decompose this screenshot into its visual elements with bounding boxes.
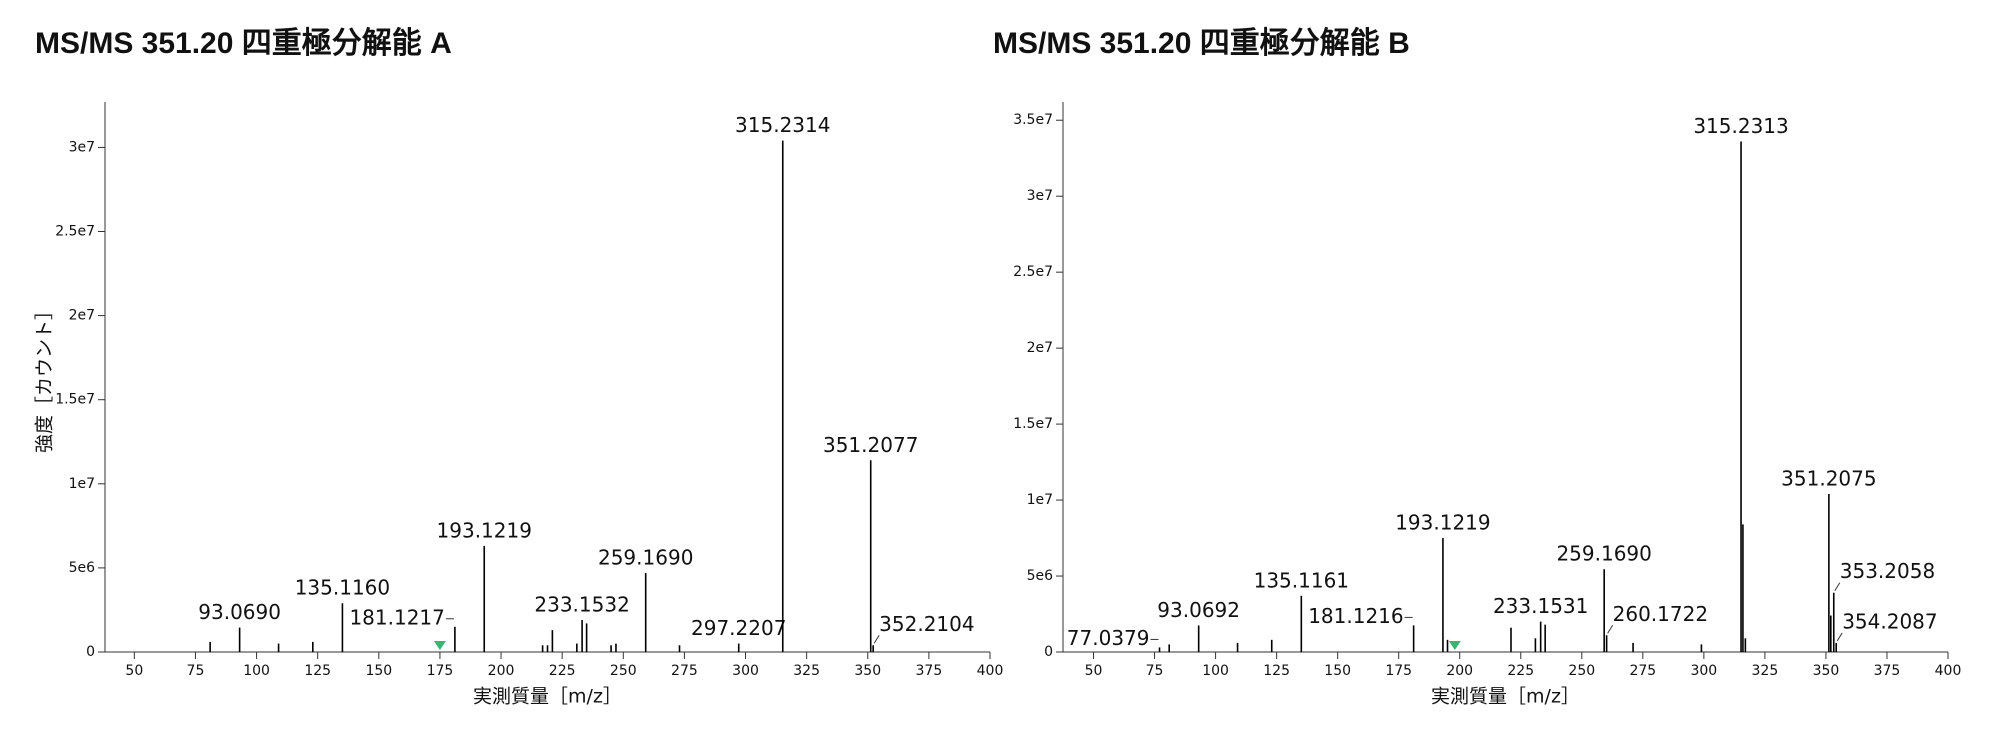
x-tick-label: 200 — [488, 663, 515, 679]
x-tick-label: 100 — [243, 663, 270, 679]
x-tick-label: 350 — [1813, 663, 1840, 679]
x-tick-label: 250 — [610, 663, 637, 679]
peak-label: 233.1531 — [1493, 594, 1588, 618]
peak-label: 315.2314 — [735, 113, 830, 137]
x-tick-label: 100 — [1202, 663, 1229, 679]
x-tick-label: 75 — [187, 663, 205, 679]
chart-title: MS/MS 351.20 四重極分解能 B — [993, 27, 1410, 60]
x-tick-label: 375 — [916, 663, 943, 679]
x-tick-label: 150 — [1324, 663, 1351, 679]
y-tick-label: 3e7 — [69, 139, 95, 155]
peak-label: 135.1161 — [1254, 568, 1349, 592]
peak-label: 233.1532 — [534, 593, 629, 617]
panel: MS/MS 351.20 四重極分解能 B 50 75 100 125 150 175 200… — [993, 27, 1961, 708]
x-tick-label: 400 — [1935, 663, 1962, 679]
x-tick-label: 275 — [1629, 663, 1656, 679]
peak-label: 181.1217 — [349, 605, 444, 629]
x-tick-label: 375 — [1874, 663, 1901, 679]
x-tick-label: 300 — [1690, 663, 1717, 679]
leader — [1836, 632, 1843, 642]
y-tick-label: 2e7 — [69, 308, 95, 324]
x-tick-label: 125 — [1263, 663, 1290, 679]
peak-label: 181.1216 — [1308, 604, 1403, 628]
y-tick-label: 5e6 — [69, 560, 96, 576]
x-tick-label: 75 — [1146, 663, 1164, 679]
precursor-marker — [1448, 641, 1461, 650]
peak-label: 193.1219 — [1395, 511, 1490, 535]
x-tick-label: 225 — [1507, 663, 1534, 679]
chart-title: MS/MS 351.20 四重極分解能 A — [35, 27, 452, 60]
x-tick-label: 325 — [1752, 663, 1779, 679]
y-tick-label: 0 — [86, 644, 95, 660]
y-tick-label: 1e7 — [69, 476, 95, 492]
peak-label: 77.0379 — [1067, 626, 1150, 650]
leader — [1834, 582, 1841, 592]
y-tick-label: 3.5e7 — [1013, 112, 1053, 128]
peak-label: 135.1160 — [295, 576, 390, 600]
x-tick-label: 50 — [125, 663, 143, 679]
peak-label: 351.2075 — [1781, 466, 1876, 490]
peak-label: 353.2058 — [1840, 559, 1935, 583]
peak-label: 259.1690 — [598, 545, 693, 569]
peak-label: 354.2087 — [1842, 609, 1937, 633]
y-tick-label: 1.5e7 — [55, 392, 95, 408]
x-tick-label: 175 — [1385, 663, 1412, 679]
peak-label: 93.0690 — [198, 600, 281, 624]
x-tick-label: 50 — [1085, 663, 1103, 679]
x-tick-label: 250 — [1568, 663, 1595, 679]
y-axis-label: 強度［カウント］ — [34, 301, 56, 453]
x-tick-label: 175 — [427, 663, 454, 679]
y-tick-label: 1e7 — [1027, 492, 1053, 508]
leader — [873, 635, 880, 644]
peak-label: 351.2077 — [823, 433, 918, 457]
panel: MS/MS 351.20 四重極分解能 A 50 75 100 125 150 175 200… — [34, 27, 1004, 708]
y-tick-label: 1.5e7 — [1013, 416, 1053, 432]
leader — [1607, 625, 1614, 634]
x-tick-label: 150 — [365, 663, 392, 679]
y-tick-label: 2.5e7 — [55, 224, 95, 240]
y-tick-label: 2e7 — [1027, 340, 1053, 356]
peak-label: 315.2313 — [1693, 114, 1788, 138]
peak-label: 93.0692 — [1157, 598, 1240, 622]
x-tick-label: 225 — [549, 663, 576, 679]
peak-label: 193.1219 — [437, 519, 532, 543]
y-tick-label: 5e6 — [1027, 568, 1054, 584]
peak-label: 259.1690 — [1556, 542, 1651, 566]
x-tick-label: 300 — [732, 663, 759, 679]
peak-label: 260.1722 — [1613, 602, 1708, 626]
y-tick-label: 2.5e7 — [1013, 264, 1053, 280]
y-tick-label: 3e7 — [1027, 188, 1053, 204]
precursor-marker — [433, 641, 446, 650]
x-tick-label: 350 — [854, 663, 881, 679]
x-axis-label: 実測質量［m/z］ — [1431, 686, 1580, 708]
x-tick-label: 125 — [304, 663, 331, 679]
x-tick-label: 400 — [977, 663, 1004, 679]
x-tick-label: 275 — [671, 663, 698, 679]
peak-label: 297.2207 — [691, 616, 786, 640]
x-tick-label: 200 — [1446, 663, 1473, 679]
peak-label: 352.2104 — [879, 612, 974, 636]
x-tick-label: 325 — [793, 663, 820, 679]
x-axis-label: 実測質量［m/z］ — [473, 686, 622, 708]
y-tick-label: 0 — [1044, 644, 1053, 660]
